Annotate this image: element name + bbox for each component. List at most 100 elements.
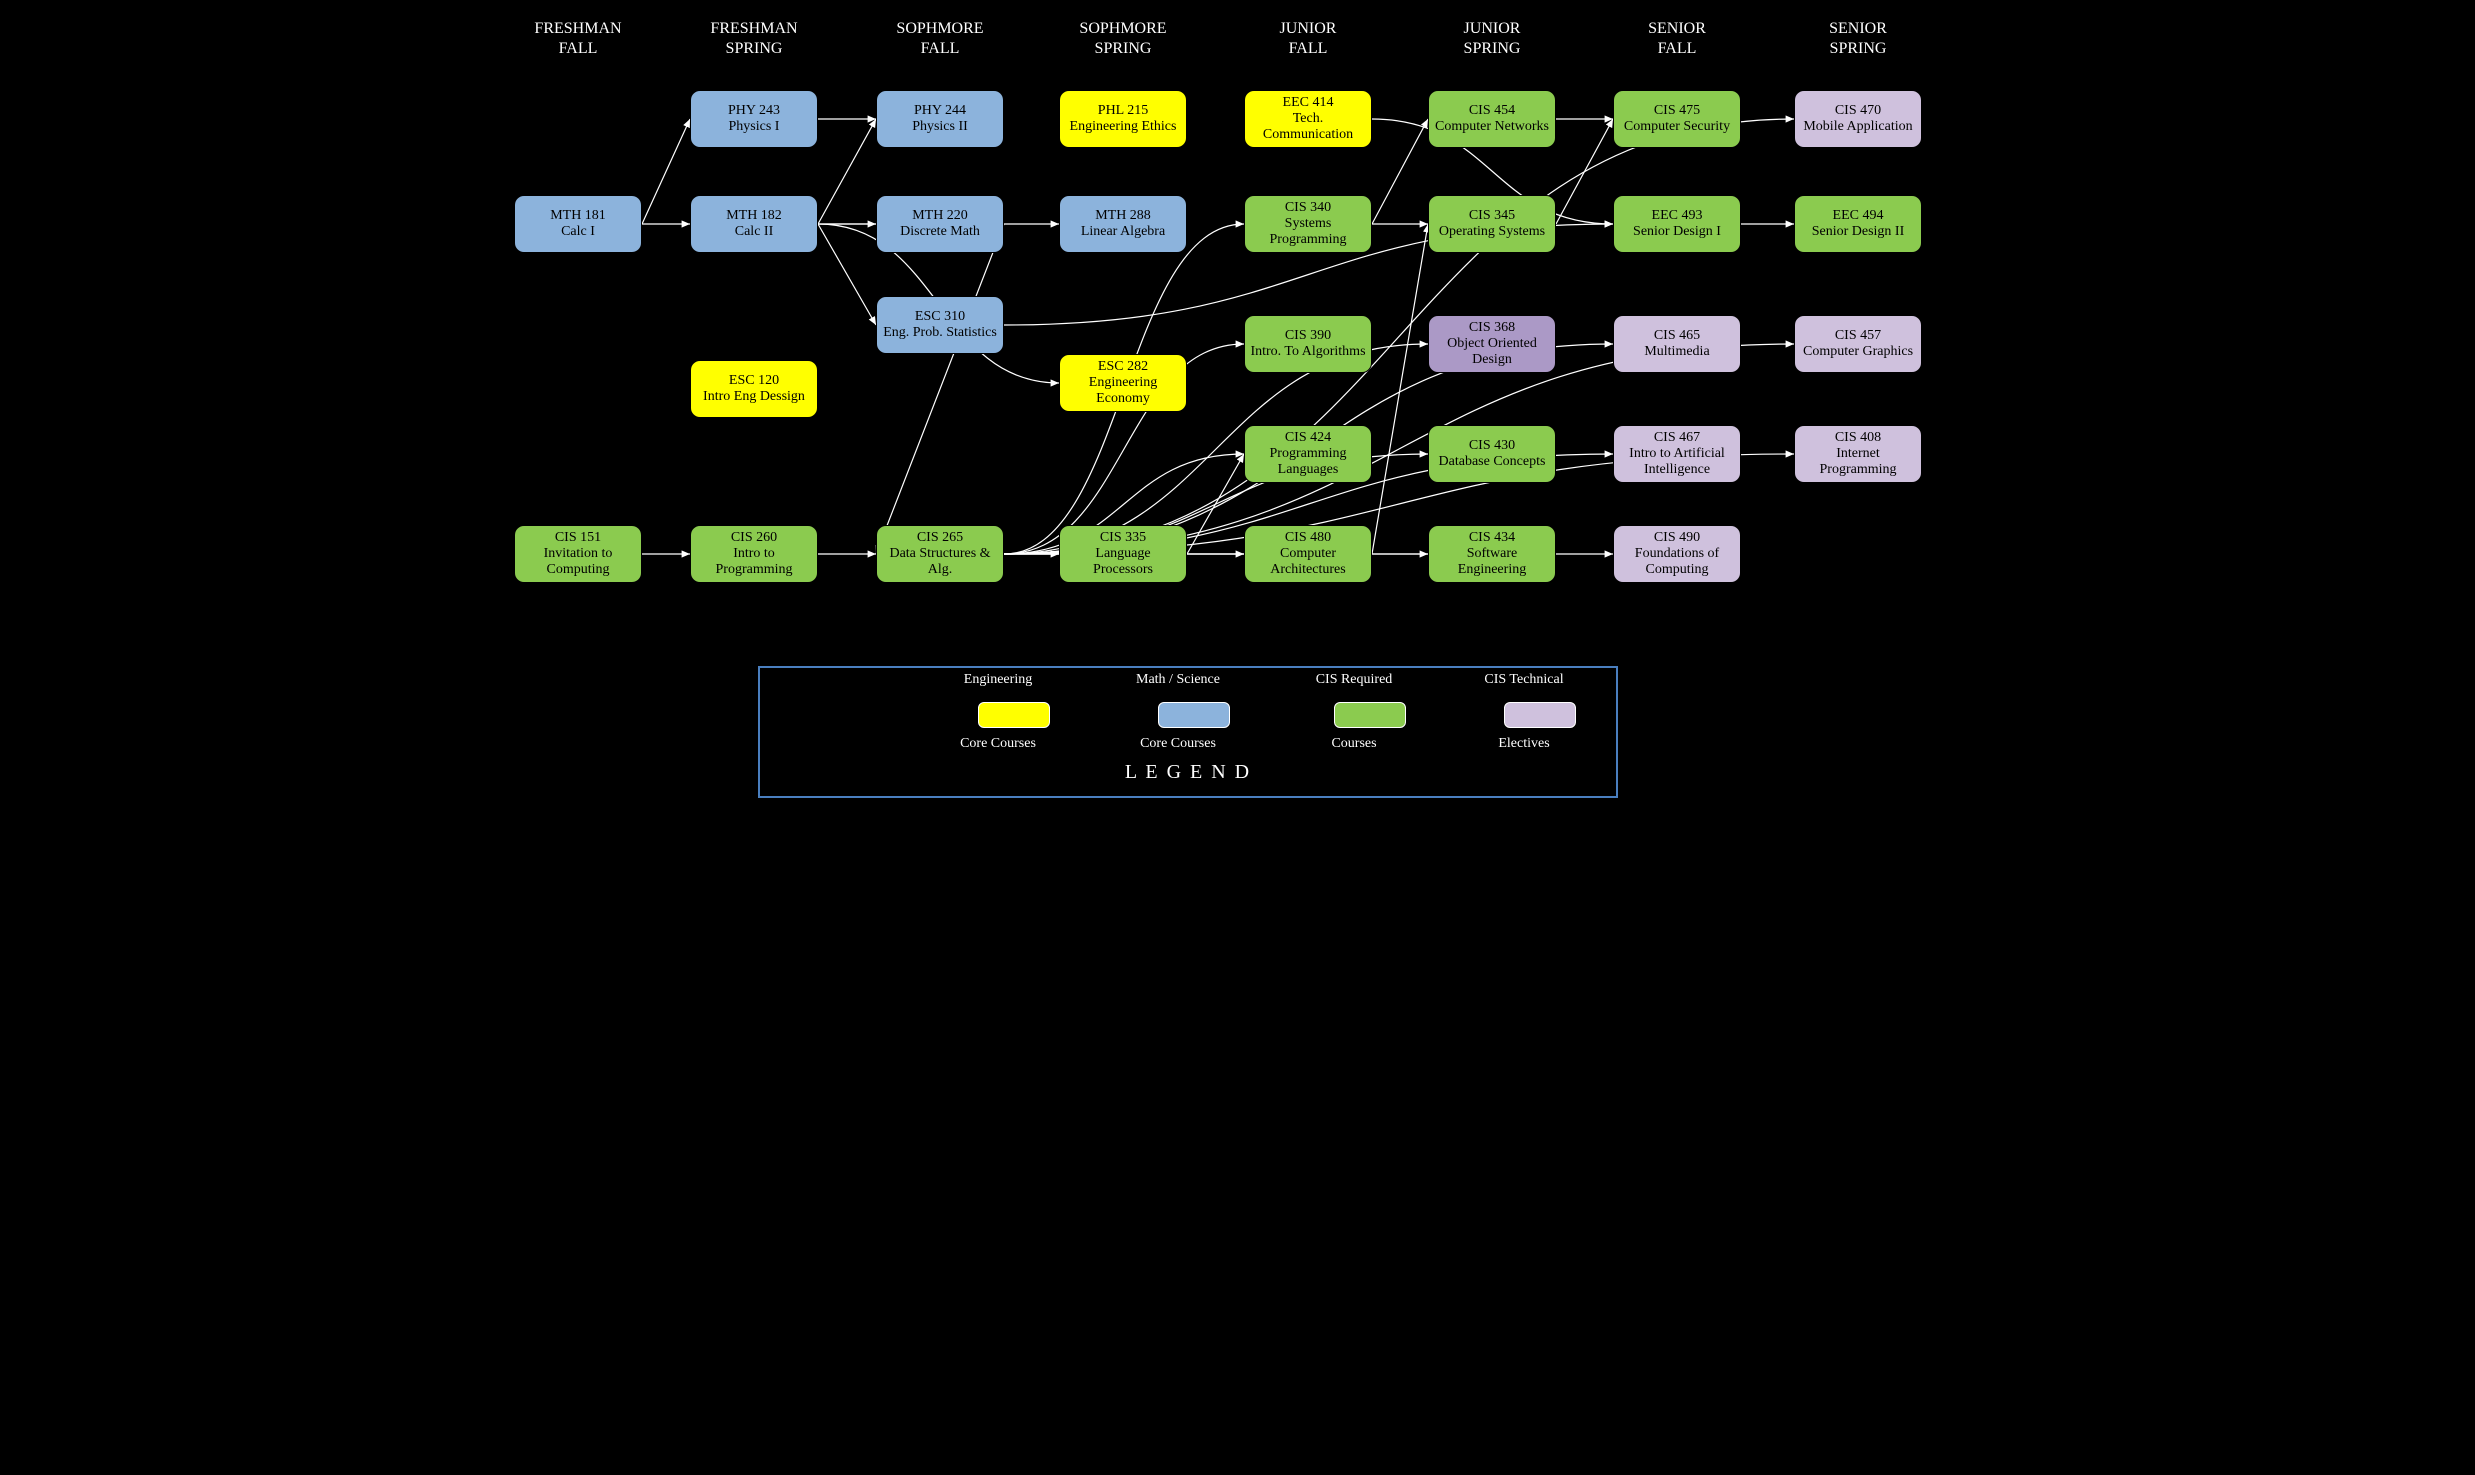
course-title: Physics I xyxy=(729,119,780,135)
course-node-cis368: CIS 368Object Oriented Design xyxy=(1428,315,1556,373)
course-title: Intro Eng Dessign xyxy=(703,389,805,405)
course-node-phl215: PHL 215Engineering Ethics xyxy=(1059,90,1187,148)
legend-swatch-cis xyxy=(1334,702,1406,728)
course-node-cis408: CIS 408Internet Programming xyxy=(1794,425,1922,483)
course-title: Operating Systems xyxy=(1439,224,1545,240)
course-node-cis345: CIS 345Operating Systems xyxy=(1428,195,1556,253)
curriculum-flowchart: FRESHMANFALLFRESHMANSPRINGSOPHMOREFALLSO… xyxy=(500,0,1975,879)
course-node-esc282: ESC 282Engineering Economy xyxy=(1059,354,1187,412)
legend-title: L E G E N D xyxy=(758,761,1618,784)
course-node-cis470: CIS 470Mobile Application xyxy=(1794,90,1922,148)
course-node-cis434: CIS 434Software Engineering xyxy=(1428,525,1556,583)
course-node-mth181: MTH 181Calc I xyxy=(514,195,642,253)
course-code: CIS 430 xyxy=(1469,438,1515,454)
course-node-cis467: CIS 467Intro to Artificial Intelligence xyxy=(1613,425,1741,483)
column-header: SENIOR xyxy=(1613,20,1741,38)
column-header: FRESHMAN xyxy=(690,20,818,38)
course-node-eec493: EEC 493Senior Design I xyxy=(1613,195,1741,253)
course-node-esc120: ESC 120Intro Eng Dessign xyxy=(690,360,818,418)
course-node-cis424: CIS 424Programming Languages xyxy=(1244,425,1372,483)
prereq-arrow xyxy=(876,224,1004,554)
legend-label: Courses xyxy=(1274,736,1434,752)
course-title: Object Oriented Design xyxy=(1433,336,1551,368)
course-title: Calc I xyxy=(561,224,595,240)
prereq-arrow xyxy=(642,119,690,224)
course-code: PHY 243 xyxy=(728,103,780,119)
course-code: CIS 345 xyxy=(1469,208,1515,224)
course-node-cis465: CIS 465Multimedia xyxy=(1613,315,1741,373)
course-title: Internet Programming xyxy=(1799,446,1917,478)
course-title: Invitation to Computing xyxy=(519,546,637,578)
course-title: Computer Security xyxy=(1624,119,1730,135)
course-title: Database Concepts xyxy=(1439,454,1546,470)
course-node-cis260: CIS 260Intro to Programming xyxy=(690,525,818,583)
legend-label: Math / Science xyxy=(1098,672,1258,688)
course-title: Multimedia xyxy=(1644,344,1709,360)
column-subheader: FALL xyxy=(1244,40,1372,58)
course-node-eec494: EEC 494Senior Design II xyxy=(1794,195,1922,253)
column-subheader: SPRING xyxy=(1428,40,1556,58)
prereq-arrow xyxy=(1556,119,1613,224)
course-code: CIS 457 xyxy=(1835,328,1881,344)
column-header: FRESHMAN xyxy=(514,20,642,38)
course-node-cis490: CIS 490Foundations of Computing xyxy=(1613,525,1741,583)
course-title: Language Processors xyxy=(1064,546,1182,578)
course-code: MTH 181 xyxy=(550,208,606,224)
column-subheader: SPRING xyxy=(1794,40,1922,58)
legend-label: Electives xyxy=(1444,736,1604,752)
prereq-arrow xyxy=(1372,224,1428,554)
course-node-cis480: CIS 480Computer Architectures xyxy=(1244,525,1372,583)
column-header: SOPHMORE xyxy=(1059,20,1187,38)
course-code: CIS 470 xyxy=(1835,103,1881,119)
legend-label: CIS Technical xyxy=(1444,672,1604,688)
course-title: Data Structures & Alg. xyxy=(881,546,999,578)
legend-label: Core Courses xyxy=(1098,736,1258,752)
prereq-arrow xyxy=(818,224,876,325)
course-code: CIS 475 xyxy=(1654,103,1700,119)
course-node-cis454: CIS 454Computer Networks xyxy=(1428,90,1556,148)
course-node-cis335: CIS 335Language Processors xyxy=(1059,525,1187,583)
course-title: Physics II xyxy=(912,119,968,135)
course-node-eec414: EEC 414Tech. Communication xyxy=(1244,90,1372,148)
course-node-phy243: PHY 243Physics I xyxy=(690,90,818,148)
course-code: ESC 310 xyxy=(915,309,965,325)
course-code: CIS 340 xyxy=(1285,200,1331,216)
legend-swatch-engr xyxy=(978,702,1050,728)
legend-swatch-elect xyxy=(1504,702,1576,728)
course-code: EEC 493 xyxy=(1652,208,1703,224)
course-node-mth182: MTH 182Calc II xyxy=(690,195,818,253)
course-title: Computer Graphics xyxy=(1803,344,1913,360)
course-code: CIS 368 xyxy=(1469,320,1515,336)
prereq-arrow xyxy=(1372,119,1428,224)
legend-label: Core Courses xyxy=(918,736,1078,752)
course-code: MTH 288 xyxy=(1095,208,1151,224)
course-code: CIS 408 xyxy=(1835,430,1881,446)
course-title: Engineering Ethics xyxy=(1070,119,1177,135)
prereq-arrow xyxy=(1187,454,1244,554)
course-title: Linear Algebra xyxy=(1081,224,1165,240)
course-node-esc310: ESC 310Eng. Prob. Statistics xyxy=(876,296,1004,354)
course-title: Calc II xyxy=(735,224,773,240)
course-code: CIS 434 xyxy=(1469,530,1515,546)
course-code: CIS 490 xyxy=(1654,530,1700,546)
course-code: ESC 120 xyxy=(729,373,779,389)
course-code: CIS 260 xyxy=(731,530,777,546)
course-title: Software Engineering xyxy=(1433,546,1551,578)
course-title: Intro. To Algorithms xyxy=(1250,344,1365,360)
course-node-cis457: CIS 457Computer Graphics xyxy=(1794,315,1922,373)
course-title: Eng. Prob. Statistics xyxy=(883,325,997,341)
course-code: CIS 265 xyxy=(917,530,963,546)
course-code: CIS 467 xyxy=(1654,430,1700,446)
course-title: Senior Design I xyxy=(1633,224,1721,240)
course-title: Programming Languages xyxy=(1249,446,1367,478)
column-header: JUNIOR xyxy=(1244,20,1372,38)
prereq-arrow xyxy=(818,119,876,224)
course-title: Mobile Application xyxy=(1803,119,1912,135)
column-subheader: FALL xyxy=(876,40,1004,58)
course-title: Systems Programming xyxy=(1249,216,1367,248)
course-title: Discrete Math xyxy=(900,224,980,240)
course-node-mth288: MTH 288Linear Algebra xyxy=(1059,195,1187,253)
course-title: Intro to Artificial Intelligence xyxy=(1618,446,1736,478)
course-code: CIS 465 xyxy=(1654,328,1700,344)
legend-label: Engineering xyxy=(918,672,1078,688)
